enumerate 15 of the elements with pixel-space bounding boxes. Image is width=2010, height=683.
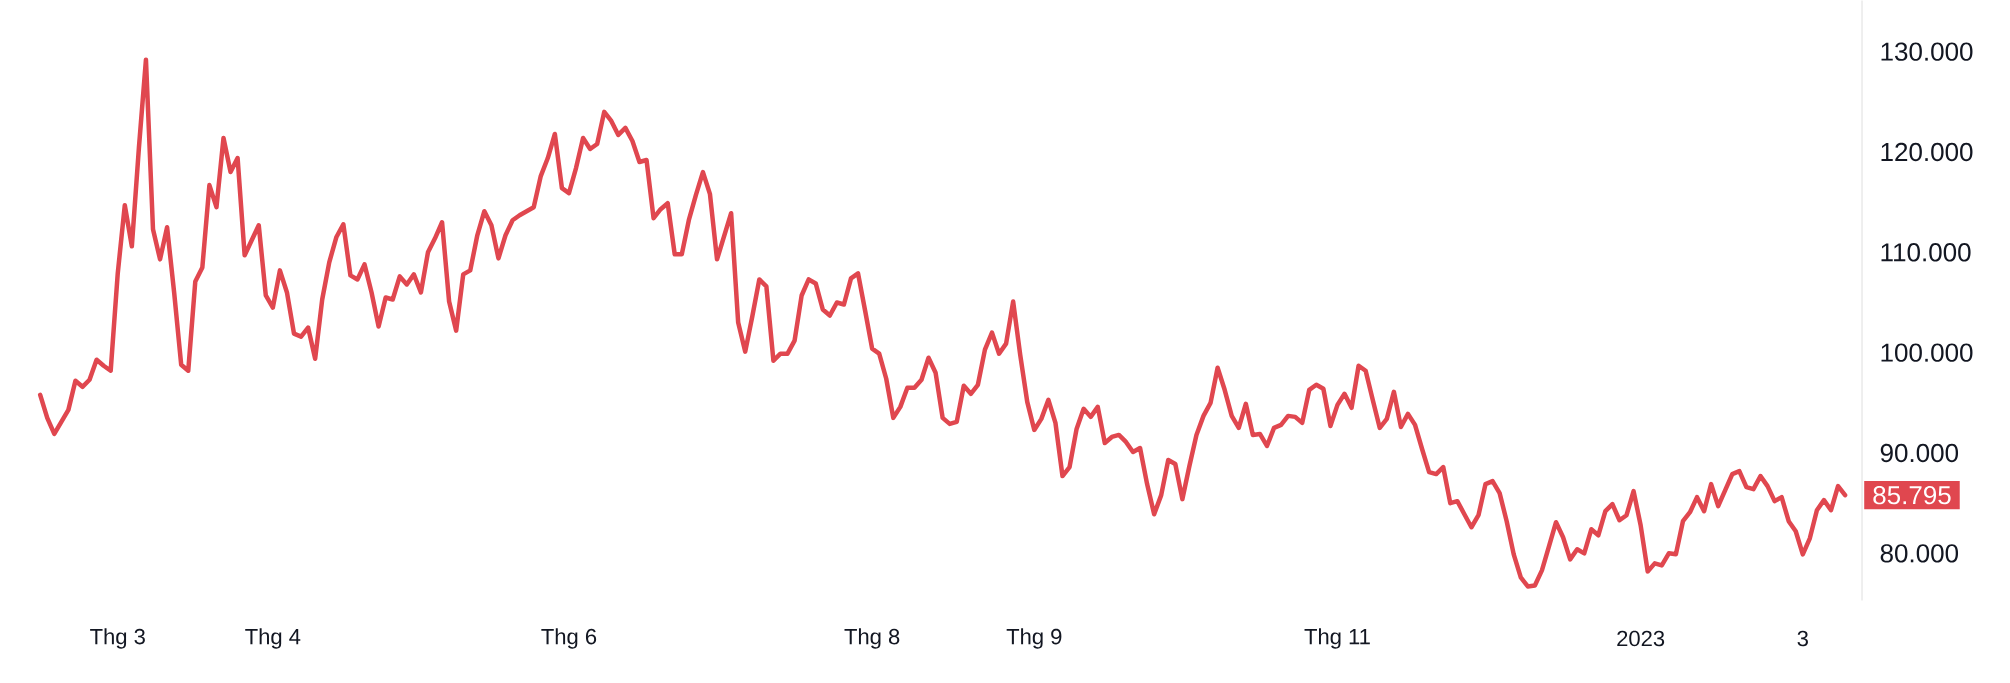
x-tick-label: Thg 8: [844, 628, 900, 649]
x-tick-label: Thg 9: [1006, 628, 1062, 649]
x-tick-label: Thg 11: [1304, 628, 1370, 649]
y-tick-label: 80.000: [1880, 544, 1959, 563]
x-tick-label: Thg 3: [90, 628, 145, 649]
y-tick-label: 100.000: [1881, 343, 1973, 363]
x-tick-label: 2023: [1617, 630, 1665, 647]
y-tick-label: 130.000: [1881, 42, 1973, 62]
x-tick-label: Thg 6: [541, 628, 597, 649]
y-tick-label: 110.000: [1881, 243, 1971, 262]
y-tick-label: 120.000: [1881, 143, 1973, 162]
y-tick-label: 90.000: [1880, 444, 1959, 463]
x-tick-label: 3: [1797, 630, 1808, 647]
text: 85.795: [1873, 486, 1951, 505]
x-tick-label: Thg 4: [245, 628, 301, 649]
